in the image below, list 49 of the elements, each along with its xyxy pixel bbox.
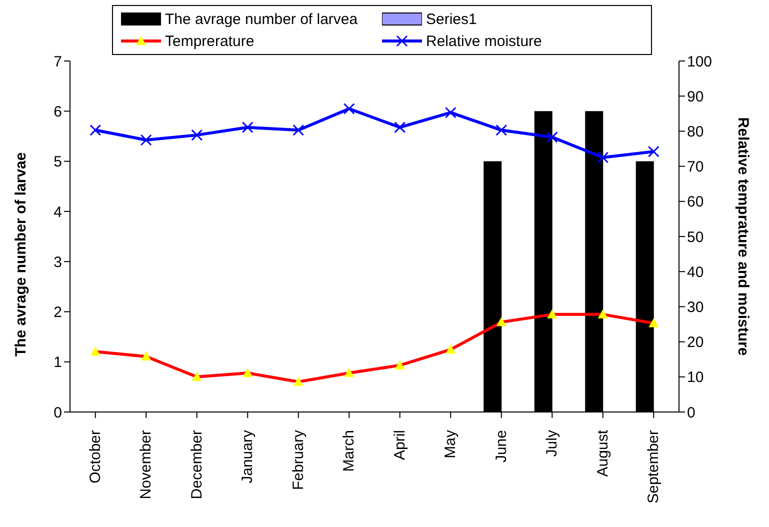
x-tick-label: February — [290, 430, 307, 490]
y2-axis-title: Relative temprature and moisture — [734, 117, 752, 356]
y-tick-label: 7 — [54, 53, 62, 70]
y2-tick-label: 60 — [687, 194, 704, 211]
point — [343, 102, 355, 114]
point — [496, 124, 508, 136]
legend-label: Series1 — [426, 10, 477, 28]
y2-tick-label: 90 — [687, 88, 704, 106]
legend-label: The avrage number of larvea — [165, 10, 358, 28]
y2-tick-label: 80 — [687, 124, 704, 141]
x-tick-label: June — [492, 430, 510, 463]
x-tick-label: January — [239, 430, 256, 484]
y-tick-label: 4 — [54, 204, 62, 221]
y-tick-label: 6 — [54, 103, 62, 120]
legend-label: Temprerature — [165, 32, 254, 50]
y-tick-label: 3 — [54, 254, 62, 271]
point — [140, 134, 152, 146]
point — [597, 152, 609, 164]
y-tick-label: 0 — [54, 404, 62, 422]
x-tick-label: December — [188, 430, 206, 500]
y2-tick-label: 30 — [687, 299, 704, 316]
x-tick-label: August — [594, 429, 612, 477]
y2-tick-label: 20 — [687, 334, 704, 352]
y2-tick-label: 100 — [687, 53, 712, 70]
y-tick-label: 2 — [54, 304, 62, 322]
y2-tick-label: 70 — [687, 158, 704, 176]
y2-tick-label: 0 — [687, 404, 696, 422]
point — [648, 146, 660, 158]
point — [444, 106, 456, 118]
point — [191, 129, 203, 141]
point — [292, 124, 304, 136]
y-axis-title: The avrage number of larvae — [12, 152, 30, 356]
point — [90, 124, 102, 136]
point — [546, 131, 558, 143]
y2-tick-label: 40 — [687, 264, 704, 281]
y-tick-label: 1 — [54, 354, 62, 372]
y2-tick-label: 50 — [687, 228, 704, 246]
y-tick-label: 5 — [54, 154, 62, 171]
x-tick-label: May — [442, 430, 460, 458]
x-tick-label: March — [340, 430, 358, 472]
point — [394, 122, 406, 134]
point — [242, 122, 254, 134]
x-tick-label: July — [544, 430, 561, 457]
x-tick-label: November — [138, 430, 155, 500]
legend-label: Relative moisture — [426, 32, 542, 50]
x-tick-label: April — [391, 430, 408, 460]
y2-tick-label: 10 — [687, 369, 704, 386]
x-tick-label: October — [86, 430, 104, 484]
x-tick-label: September — [645, 430, 662, 504]
